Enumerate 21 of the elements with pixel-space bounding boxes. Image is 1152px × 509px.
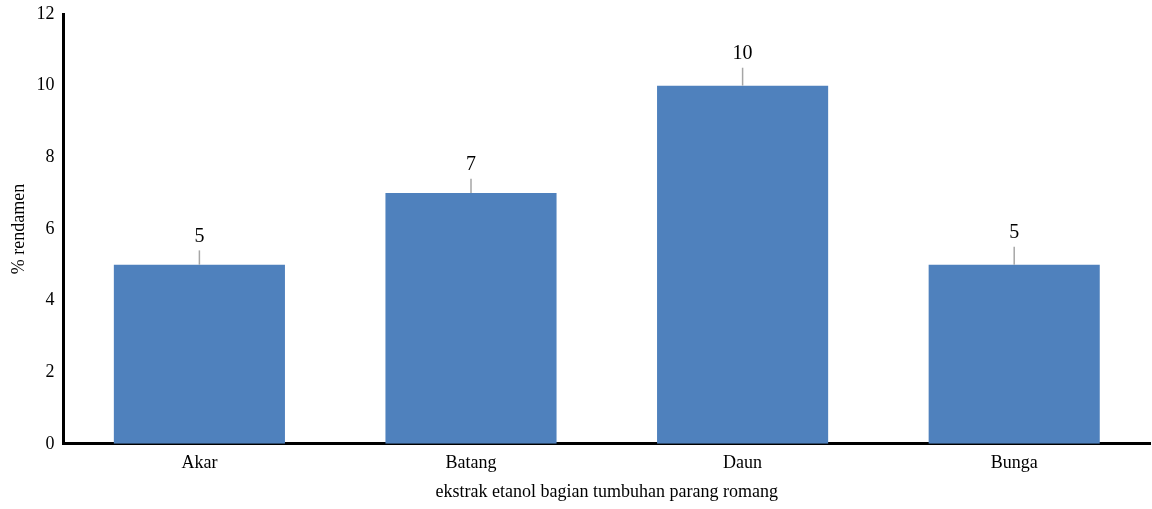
bar (657, 85, 829, 444)
y-tick-label: 2 (45, 360, 55, 381)
bar (113, 264, 285, 444)
y-tick-label: 0 (45, 432, 55, 453)
x-tick-label: Bunga (990, 452, 1038, 473)
y-tick-label: 10 (36, 74, 55, 95)
y-tick-label: 6 (45, 217, 55, 238)
bar (928, 264, 1100, 444)
x-axis-title: ekstrak etanol bagian tumbuhan parang romang (435, 480, 778, 501)
x-tick-label: Akar (181, 452, 218, 473)
y-tick-label: 12 (36, 2, 55, 23)
y-tick-label: 4 (45, 289, 55, 310)
data-label: 5 (1009, 220, 1020, 243)
x-tick-label: Daun (723, 452, 763, 473)
x-tick-label: Batang (445, 452, 497, 473)
data-label: 10 (732, 40, 753, 63)
data-label: 7 (466, 152, 476, 175)
data-label: 5 (194, 223, 205, 246)
y-tick-label: 8 (45, 146, 55, 166)
y-axis-title: % rendamen (7, 183, 28, 275)
bar (385, 193, 557, 444)
